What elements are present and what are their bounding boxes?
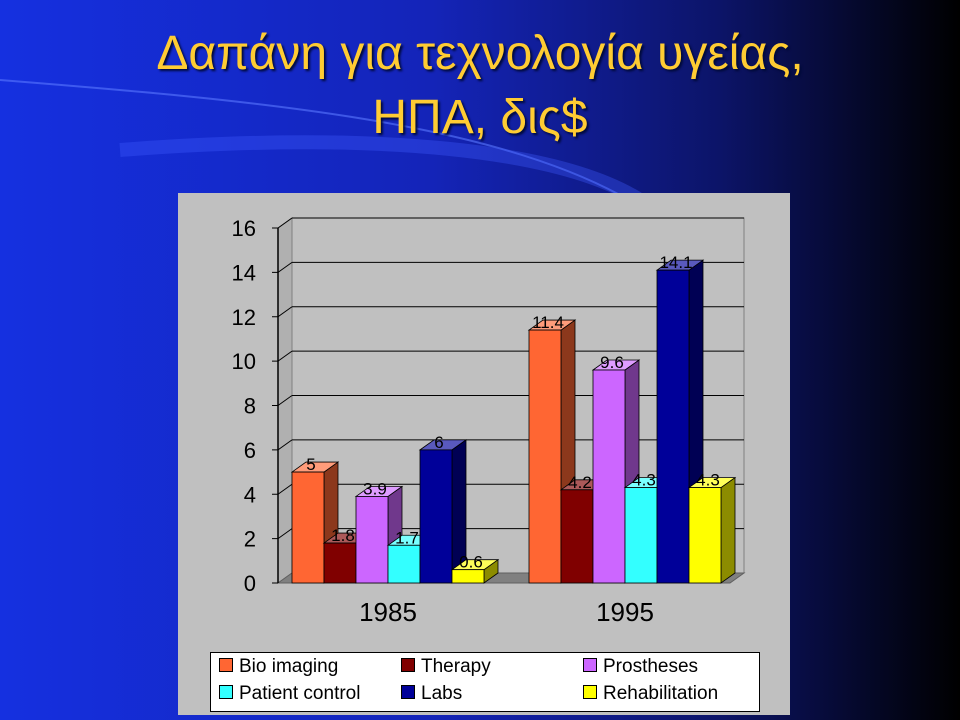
x-category-label: 1995 [596,597,654,627]
y-tick-label: 8 [244,394,256,419]
bar-value-label: 3.9 [363,479,387,498]
y-tick-label: 0 [244,571,256,596]
legend-item: Therapy [401,655,491,679]
y-tick-label: 14 [232,260,256,285]
legend-label: Therapy [421,656,491,677]
gridline [277,350,293,362]
legend-item: Bio imaging [219,655,338,679]
bar-value-label: 11.4 [532,313,564,332]
gridline [277,439,293,451]
bar [450,558,500,584]
legend-label: Labs [421,683,463,704]
bar-chart: 0 2 4 6 8 10 12 14 16 5 1.8 3.9 1.7 6 0.6 11.4 4.2 9.6 4.… [232,216,746,627]
gridline [277,261,293,273]
chart-legend: Bio imaging Therapy Prostheses Patient cont… [210,652,760,712]
legend-swatch [401,685,415,700]
x-category-label: 1985 [359,597,417,627]
gridline [277,483,293,495]
bar-value-label: 4.2 [568,473,592,492]
bar-value-label: 4.3 [632,471,656,490]
gridline [277,395,293,406]
y-tick-label: 4 [244,482,256,507]
legend-label: Prostheses [603,656,699,677]
legend-label: Bio imaging [239,656,339,677]
legend-swatch [583,685,597,700]
gridline [277,306,293,318]
bar-value-label: 0.6 [459,553,483,572]
legend-item: Prostheses [583,655,698,679]
bar-value-label: 9.6 [600,353,624,372]
bar-value-label: 5 [306,455,315,474]
bar-value-label: 1.8 [331,526,355,545]
legend-swatch [401,658,415,673]
legend-label: Rehabilitation [603,683,719,704]
y-tick-label: 16 [232,216,256,241]
y-tick-label: 6 [244,438,256,463]
legend-swatch [219,658,233,673]
slide-title-line-2: ΗΠΑ, δις$ [372,91,588,144]
legend-item: Labs [401,682,462,706]
legend-item: Rehabilitation [583,682,718,706]
legend-swatch [583,658,597,673]
chart-panel: 0 2 4 6 8 10 12 14 16 5 1.8 3.9 1.7 6 0.6 11.4 4.2 9.6 4.… [178,193,790,715]
legend-swatch [219,685,233,700]
legend-item: Patient control [219,682,360,706]
slide-title-line-1: Δαπάνη για τεχνολογία υγείας, [156,27,804,80]
bar-value-label: 4.3 [696,471,720,490]
bar-value-label: 6 [434,433,443,452]
bar-value-label: 14.1 [659,253,692,272]
y-tick-label: 2 [244,527,256,552]
gridline [277,528,293,540]
y-tick-label: 12 [232,305,256,330]
legend-label: Patient control [239,683,361,704]
bar [687,476,737,584]
bar-value-label: 1.7 [395,528,419,547]
gridline [277,217,293,229]
y-tick-label: 10 [232,349,256,374]
